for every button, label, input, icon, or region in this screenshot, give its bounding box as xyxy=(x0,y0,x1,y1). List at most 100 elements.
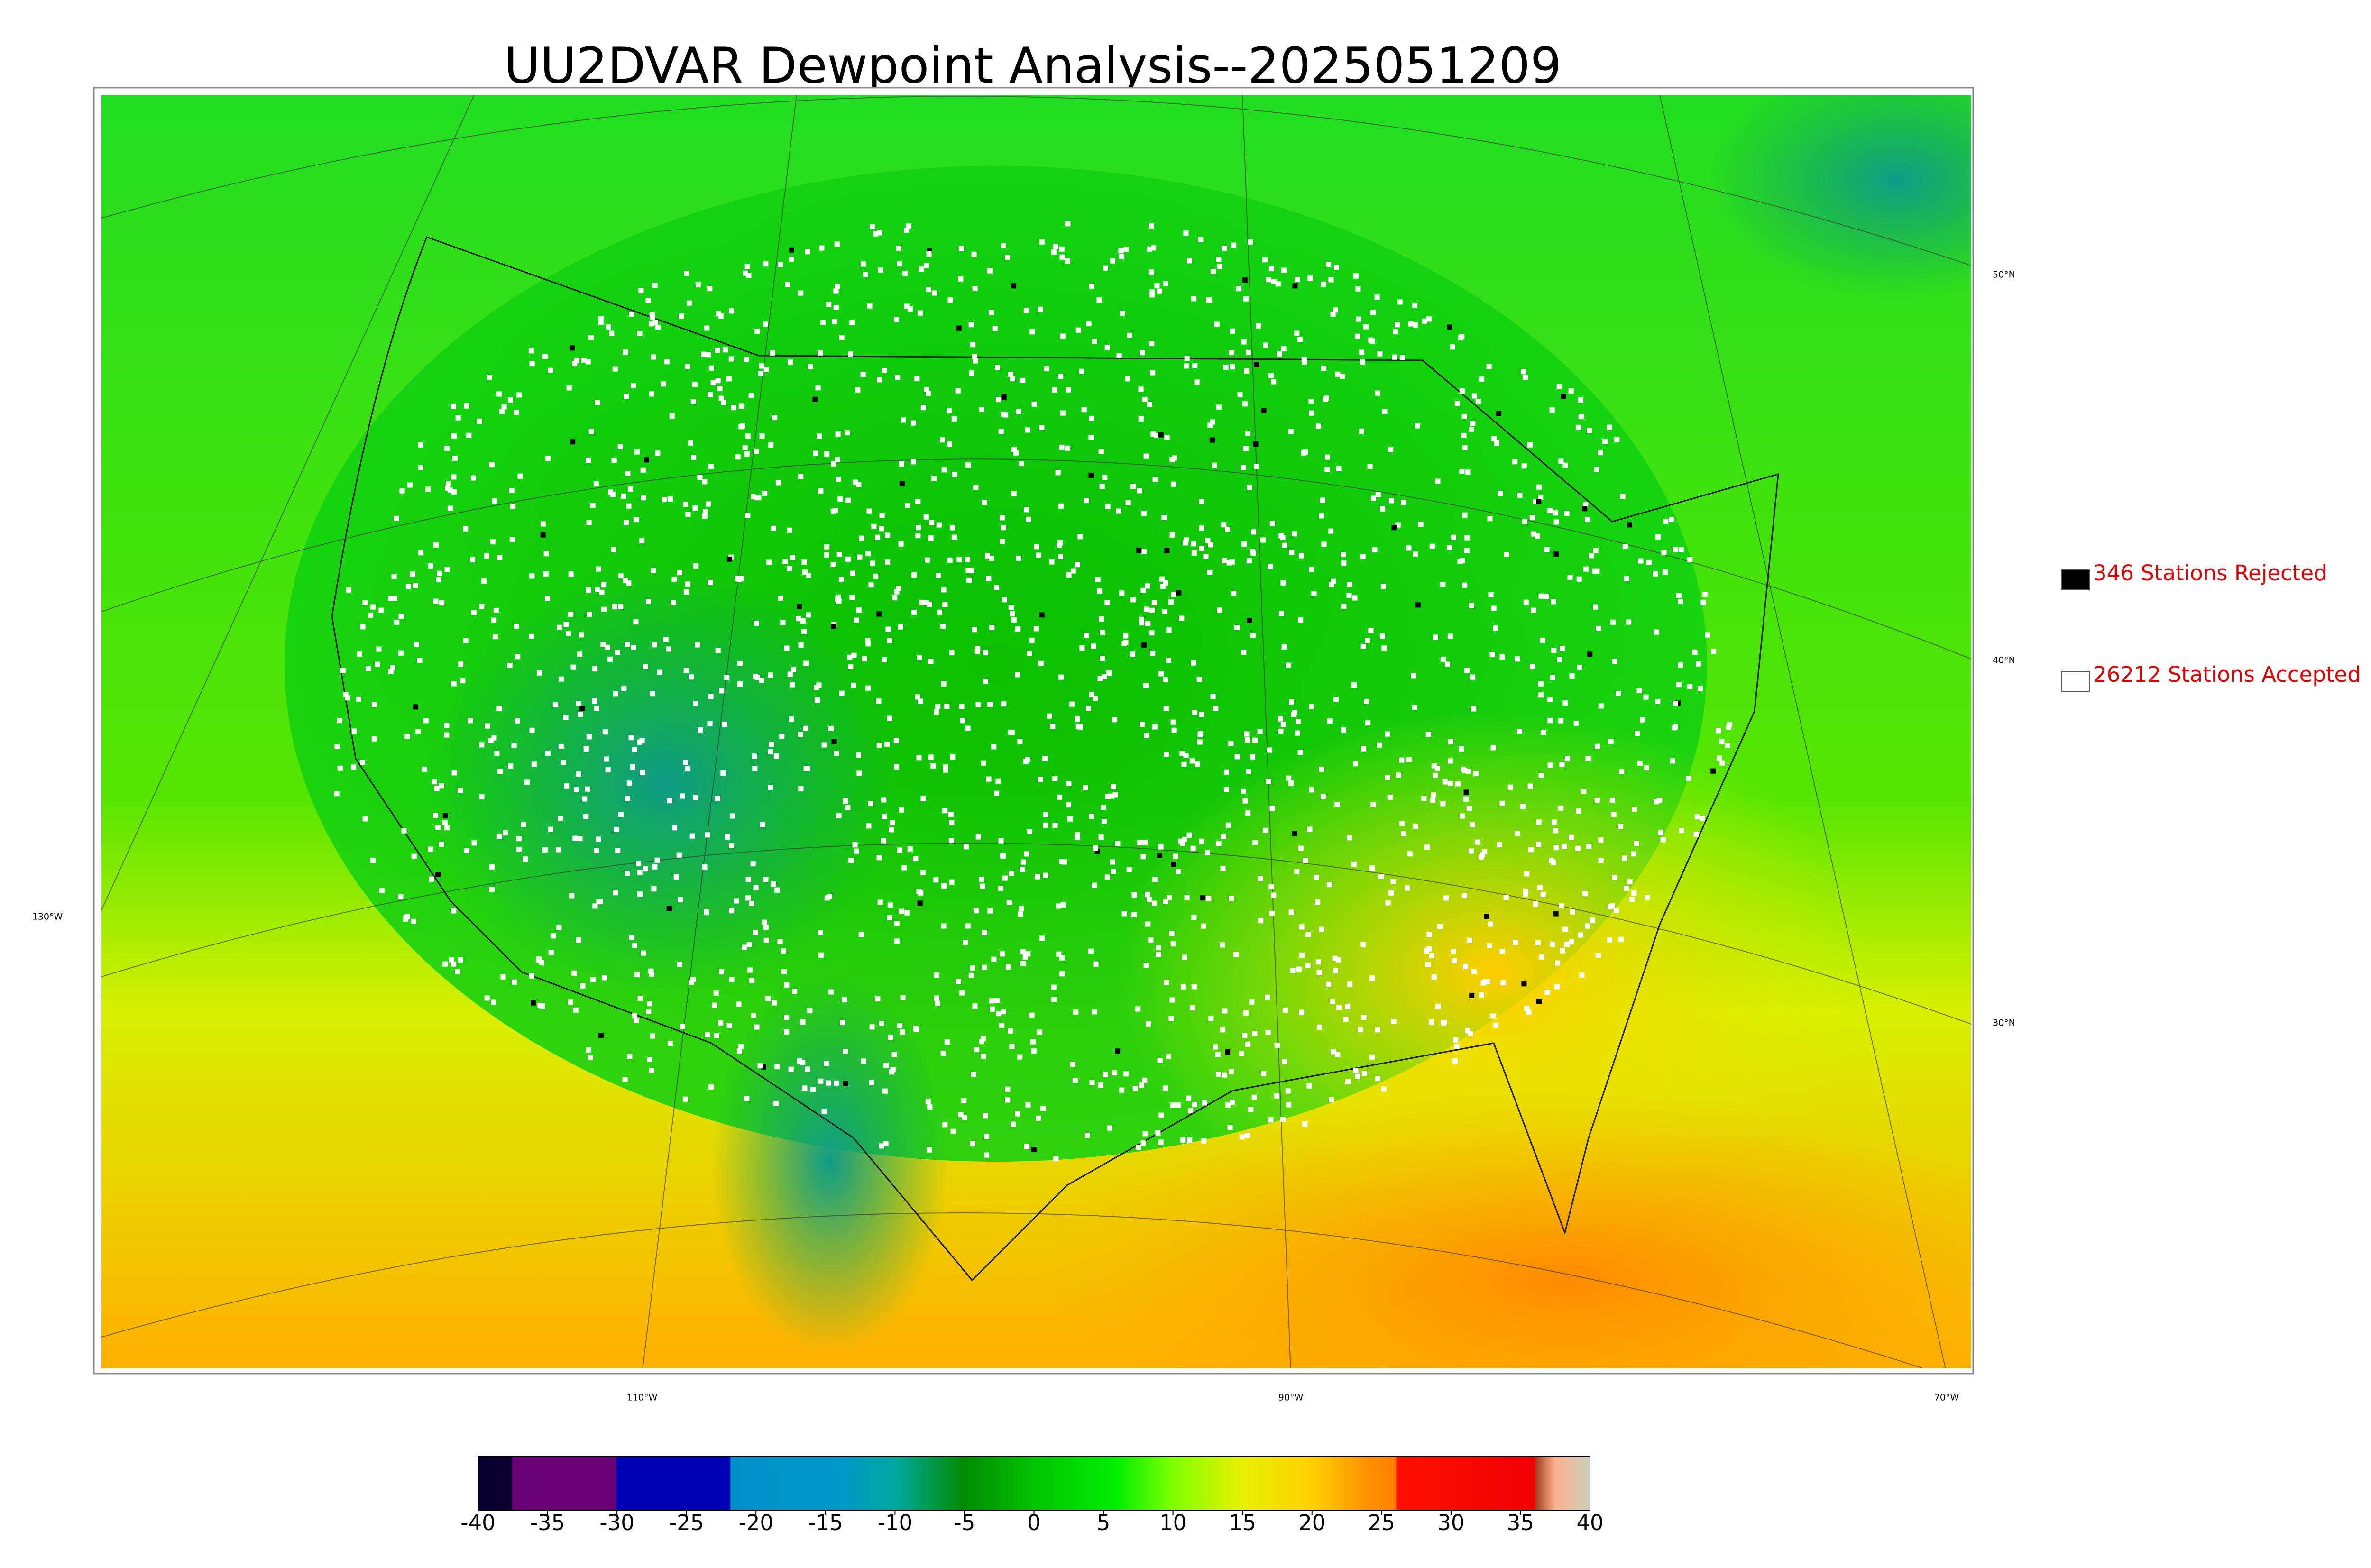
station-dot xyxy=(1412,705,1417,710)
station-dot xyxy=(1241,541,1247,547)
station-dot xyxy=(579,706,585,711)
station-dot xyxy=(598,316,604,321)
station-dot xyxy=(623,578,628,584)
station-dot xyxy=(1269,521,1275,526)
station-dot xyxy=(595,587,600,592)
station-dot xyxy=(516,836,522,842)
station-dot xyxy=(988,310,994,315)
station-dot xyxy=(870,560,875,566)
station-dot xyxy=(984,553,990,559)
station-dot xyxy=(586,520,592,525)
station-dot xyxy=(992,326,998,331)
station-dot xyxy=(1148,937,1154,943)
station-dot xyxy=(544,596,550,601)
station-dot xyxy=(960,718,965,724)
station-dot xyxy=(1169,457,1175,463)
station-dot xyxy=(941,923,947,929)
station-dot xyxy=(1183,752,1189,758)
station-dot xyxy=(1538,681,1544,687)
station-dot xyxy=(724,674,730,680)
station-dot xyxy=(1265,1030,1271,1036)
station-dot xyxy=(640,467,646,473)
station-dot xyxy=(1540,891,1546,897)
station-dot xyxy=(568,999,573,1005)
station-dot xyxy=(1631,851,1636,857)
station-dot xyxy=(778,595,783,601)
station-dot xyxy=(690,977,696,982)
station-dot xyxy=(514,410,519,415)
station-dot xyxy=(1026,516,1031,522)
station-dot xyxy=(1215,1052,1221,1057)
station-dot xyxy=(592,698,597,704)
station-dot xyxy=(540,532,546,538)
station-dot xyxy=(1250,529,1256,535)
station-dot xyxy=(887,915,892,920)
station-dot xyxy=(1140,587,1146,593)
station-dot xyxy=(470,475,476,481)
station-dot xyxy=(418,550,424,556)
station-dot xyxy=(918,698,923,704)
station-dot xyxy=(1029,329,1035,335)
station-dot xyxy=(989,556,994,561)
station-dot xyxy=(869,224,875,229)
station-dot xyxy=(771,881,776,887)
station-dot xyxy=(646,1009,652,1014)
station-dot xyxy=(1465,469,1471,475)
station-dot xyxy=(1319,926,1324,932)
station-dot xyxy=(1166,627,1172,633)
station-dot xyxy=(1378,873,1384,879)
station-dot xyxy=(1295,730,1300,736)
station-dot xyxy=(1261,408,1267,413)
station-dot xyxy=(1440,1020,1446,1026)
station-dot xyxy=(588,335,594,340)
station-dot xyxy=(1265,994,1270,1000)
station-dot xyxy=(630,383,636,389)
station-dot xyxy=(927,1147,932,1153)
station-dot xyxy=(647,1056,652,1062)
station-dot xyxy=(595,400,600,405)
station-dot xyxy=(972,354,977,359)
station-dot xyxy=(913,856,919,862)
station-dot xyxy=(631,645,636,651)
station-dot xyxy=(879,513,885,518)
station-dot xyxy=(931,476,937,481)
station-dot xyxy=(586,1047,591,1053)
station-dot xyxy=(1482,849,1488,854)
station-dot xyxy=(529,973,535,979)
station-dot xyxy=(1143,963,1149,968)
station-dot xyxy=(1620,494,1626,499)
station-dot xyxy=(1413,322,1418,328)
station-dot xyxy=(356,696,361,702)
station-dot xyxy=(1008,1028,1013,1034)
station-dot xyxy=(606,324,611,330)
station-dot xyxy=(1245,1041,1251,1047)
station-dot xyxy=(1067,816,1073,822)
station-dot xyxy=(878,267,884,273)
station-dot xyxy=(1562,926,1568,932)
station-dot xyxy=(1184,363,1189,369)
station-dot xyxy=(557,624,562,630)
station-dot xyxy=(1401,500,1406,505)
station-dot xyxy=(800,1019,806,1025)
station-dot xyxy=(394,619,400,625)
station-dot xyxy=(737,660,743,666)
station-dot xyxy=(1412,303,1418,309)
station-dot xyxy=(1570,909,1575,915)
station-dot xyxy=(471,840,477,846)
station-dot xyxy=(1157,1057,1163,1063)
station-dot xyxy=(435,872,441,878)
station-dot xyxy=(951,534,957,540)
station-dot xyxy=(828,725,834,731)
station-dot xyxy=(979,1039,984,1045)
station-dot xyxy=(451,681,457,687)
station-dot xyxy=(1305,963,1311,968)
station-dot xyxy=(963,844,969,850)
station-dot xyxy=(439,842,444,847)
station-dot xyxy=(899,807,904,813)
station-dot xyxy=(1388,498,1394,504)
station-dot xyxy=(895,375,901,380)
station-dot xyxy=(1216,404,1222,410)
station-dot xyxy=(1406,545,1412,551)
station-dot xyxy=(1202,1100,1207,1106)
station-dot xyxy=(1321,366,1327,371)
